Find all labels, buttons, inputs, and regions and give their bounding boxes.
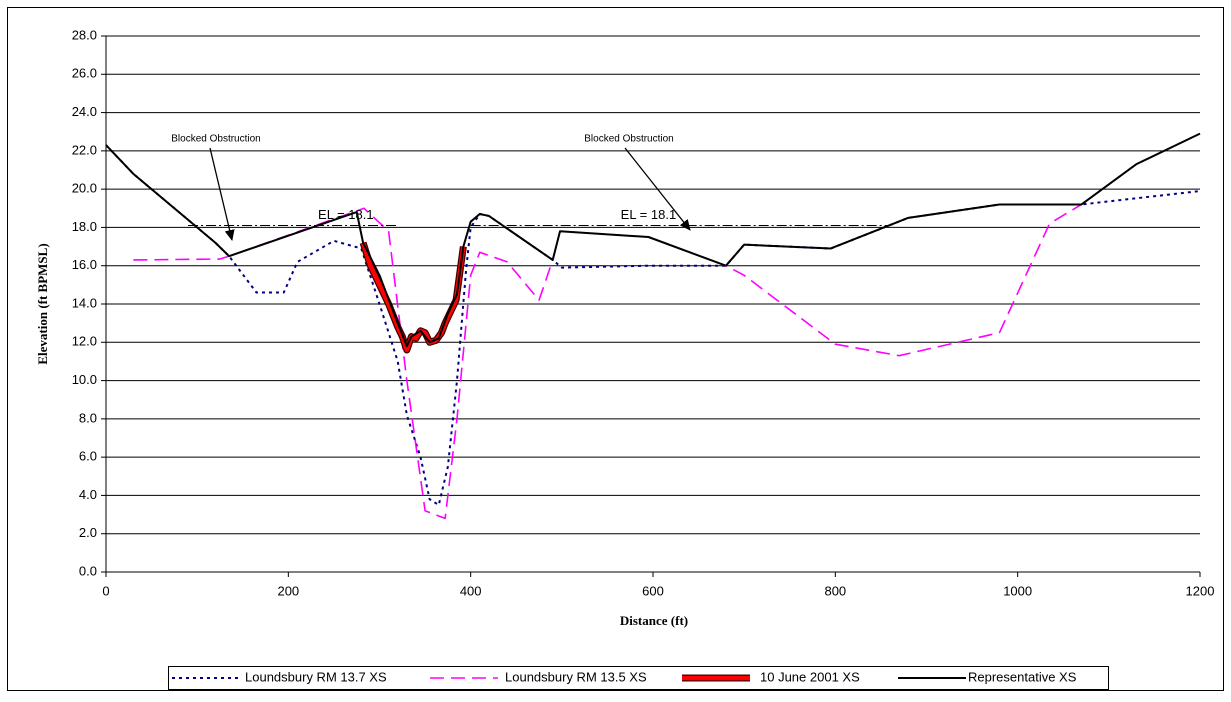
y-tick-label: 12.0 — [72, 334, 97, 349]
y-tick-label: 16.0 — [72, 257, 97, 272]
x-tick-label: 800 — [824, 583, 846, 598]
legend — [168, 666, 1109, 690]
y-tick-label: 14.0 — [72, 295, 97, 310]
x-tick-label: 1200 — [1186, 583, 1215, 598]
reference-label: EL = 18.1 — [318, 207, 374, 222]
x-axis-title: Distance (ft) — [620, 613, 688, 628]
y-tick-label: 26.0 — [72, 66, 97, 81]
annotation-arrow — [624, 147, 691, 231]
x-tick-label: 200 — [277, 583, 299, 598]
annotation: Blocked Obstruction — [171, 134, 261, 145]
y-tick-label: 18.0 — [72, 219, 97, 234]
y-tick-label: 24.0 — [72, 104, 97, 119]
legend-label: 10 June 2001 XS — [760, 669, 860, 684]
legend-label: Loundsbury RM 13.7 XS — [245, 669, 387, 684]
legend-label: Representative XS — [968, 669, 1077, 684]
annotation-arrow — [209, 147, 235, 241]
series-line — [105, 132, 1201, 348]
legend-label: Loundsbury RM 13.5 XS — [505, 669, 647, 684]
reference-label: EL = 18.1 — [621, 207, 677, 222]
series-line — [105, 144, 1201, 506]
y-tick-label: 0.0 — [79, 563, 97, 578]
y-axis-title: Elevation (ft BPMSL) — [35, 243, 50, 364]
y-tick-label: 8.0 — [79, 410, 97, 425]
chart-border — [7, 7, 1224, 691]
y-tick-label: 10.0 — [72, 372, 97, 387]
y-tick-label: 2.0 — [79, 525, 97, 540]
y-tick-label: 6.0 — [79, 449, 97, 464]
x-tick-label: 1000 — [1003, 583, 1032, 598]
y-tick-label: 20.0 — [72, 181, 97, 196]
y-tick-label: 22.0 — [72, 142, 97, 157]
x-tick-label: 0 — [102, 583, 109, 598]
y-tick-label: 4.0 — [79, 487, 97, 502]
series-line — [133, 132, 1201, 520]
x-tick-label: 400 — [460, 583, 482, 598]
x-tick-label: 600 — [642, 583, 664, 598]
y-tick-label: 28.0 — [72, 27, 97, 42]
annotation: Blocked Obstruction — [584, 134, 674, 145]
